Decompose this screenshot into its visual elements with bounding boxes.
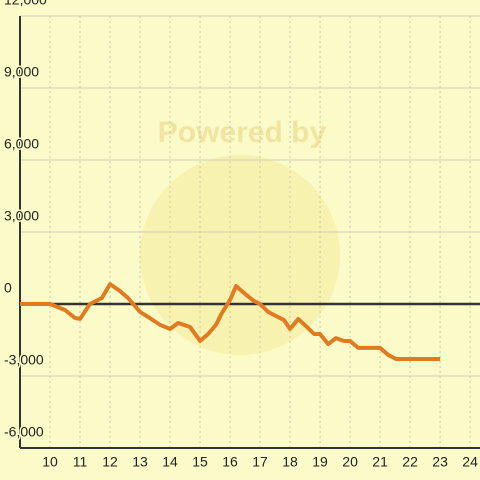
y-tick-label: 6,000 bbox=[4, 136, 39, 152]
x-tick-label: 10 bbox=[42, 454, 58, 470]
x-tick-label: 18 bbox=[282, 454, 298, 470]
x-tick-label: 23 bbox=[432, 454, 448, 470]
x-tick-label: 24 bbox=[462, 454, 478, 470]
x-tick-label: 22 bbox=[402, 454, 418, 470]
x-tick-label: 15 bbox=[192, 454, 208, 470]
x-tick-label: 20 bbox=[342, 454, 358, 470]
x-tick-label: 11 bbox=[73, 454, 88, 470]
y-tick-label: -6,000 bbox=[4, 424, 44, 440]
y-tick-label: 3,000 bbox=[4, 208, 39, 224]
x-tick-label: 13 bbox=[132, 454, 148, 470]
y-tick-label: 9,000 bbox=[4, 64, 39, 80]
watermark: Powered by bbox=[158, 116, 327, 149]
y-tick-label: 12,000 bbox=[4, 0, 47, 8]
watermark-logo bbox=[140, 155, 340, 355]
x-tick-label: 21 bbox=[372, 454, 388, 470]
x-tick-label: 16 bbox=[222, 454, 238, 470]
line bbox=[20, 282, 441, 361]
x-tick-label: 14 bbox=[162, 454, 178, 470]
x-tick-label: 17 bbox=[252, 454, 268, 470]
x-tick-label: 19 bbox=[312, 454, 328, 470]
y-tick-label: 0 bbox=[4, 280, 12, 296]
x-tick-label: 12 bbox=[102, 454, 118, 470]
y-tick-label: -3,000 bbox=[4, 352, 44, 368]
